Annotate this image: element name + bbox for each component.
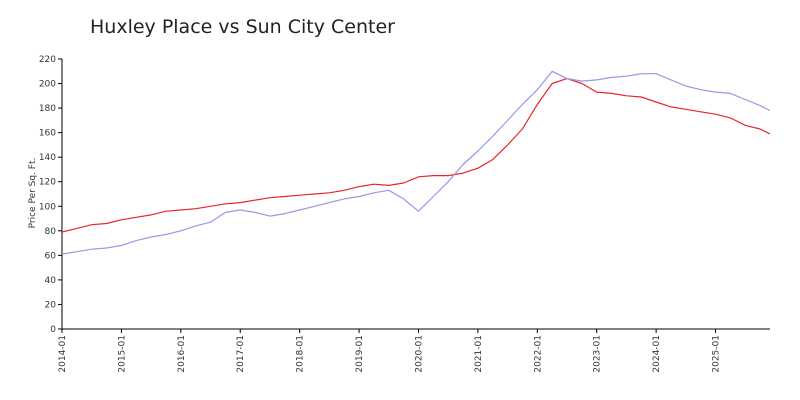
series-line-2 (61, 70, 771, 255)
y-tick-label: 80 (45, 227, 57, 237)
y-tick-label: 120 (39, 178, 56, 188)
x-tick-label: 2017-01 (236, 335, 246, 373)
y-axis-title: Price Per Sq. Ft. (28, 158, 38, 229)
x-tick-label: 2021-01 (474, 335, 484, 373)
y-tick-label: 20 (45, 300, 57, 310)
chart-title: Huxley Place vs Sun City Center (90, 16, 395, 38)
y-tick-label: 160 (39, 129, 56, 139)
x-tick-label: 2019-01 (355, 335, 365, 373)
x-axis: 2014-01 2015-01 2016-01 2017-01 2018-01 2019-… (58, 328, 770, 373)
y-tick-label: 60 (45, 251, 57, 261)
x-tick-label: 2014-01 (58, 335, 68, 373)
x-tick-label: 2024-01 (652, 335, 662, 373)
series-line-1 (61, 77, 771, 233)
y-tick-label: 140 (39, 153, 56, 163)
x-tick-label: 2023-01 (593, 335, 603, 373)
y-tick-label: 100 (39, 202, 56, 212)
y-axis: 0 20 40 60 80 100 120 140 160 180 200 220 (39, 55, 63, 335)
y-tick-label: 0 (50, 325, 56, 335)
x-tick-label: 2025-01 (712, 335, 722, 373)
y-tick-label: 220 (39, 55, 56, 65)
x-tick-label: 2022-01 (533, 335, 543, 373)
x-tick-label: 2015-01 (117, 335, 127, 373)
y-tick-label: 200 (39, 80, 56, 90)
y-tick-label: 180 (39, 104, 56, 114)
series-layer (61, 70, 771, 255)
y-tick-label: 40 (45, 276, 57, 286)
x-tick-label: 2020-01 (414, 335, 424, 373)
x-tick-label: 2018-01 (296, 335, 306, 373)
x-tick-label: 2016-01 (177, 335, 187, 373)
